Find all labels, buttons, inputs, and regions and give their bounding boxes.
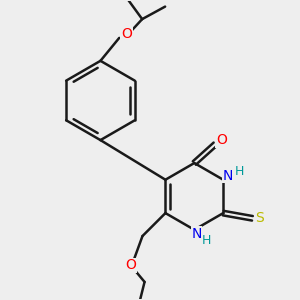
Text: H: H <box>235 165 244 178</box>
Text: O: O <box>216 133 227 147</box>
Text: O: O <box>126 258 136 272</box>
Text: S: S <box>255 211 264 225</box>
Text: N: N <box>191 227 202 241</box>
Text: H: H <box>202 234 212 247</box>
Text: O: O <box>121 27 132 41</box>
Text: N: N <box>222 169 233 183</box>
